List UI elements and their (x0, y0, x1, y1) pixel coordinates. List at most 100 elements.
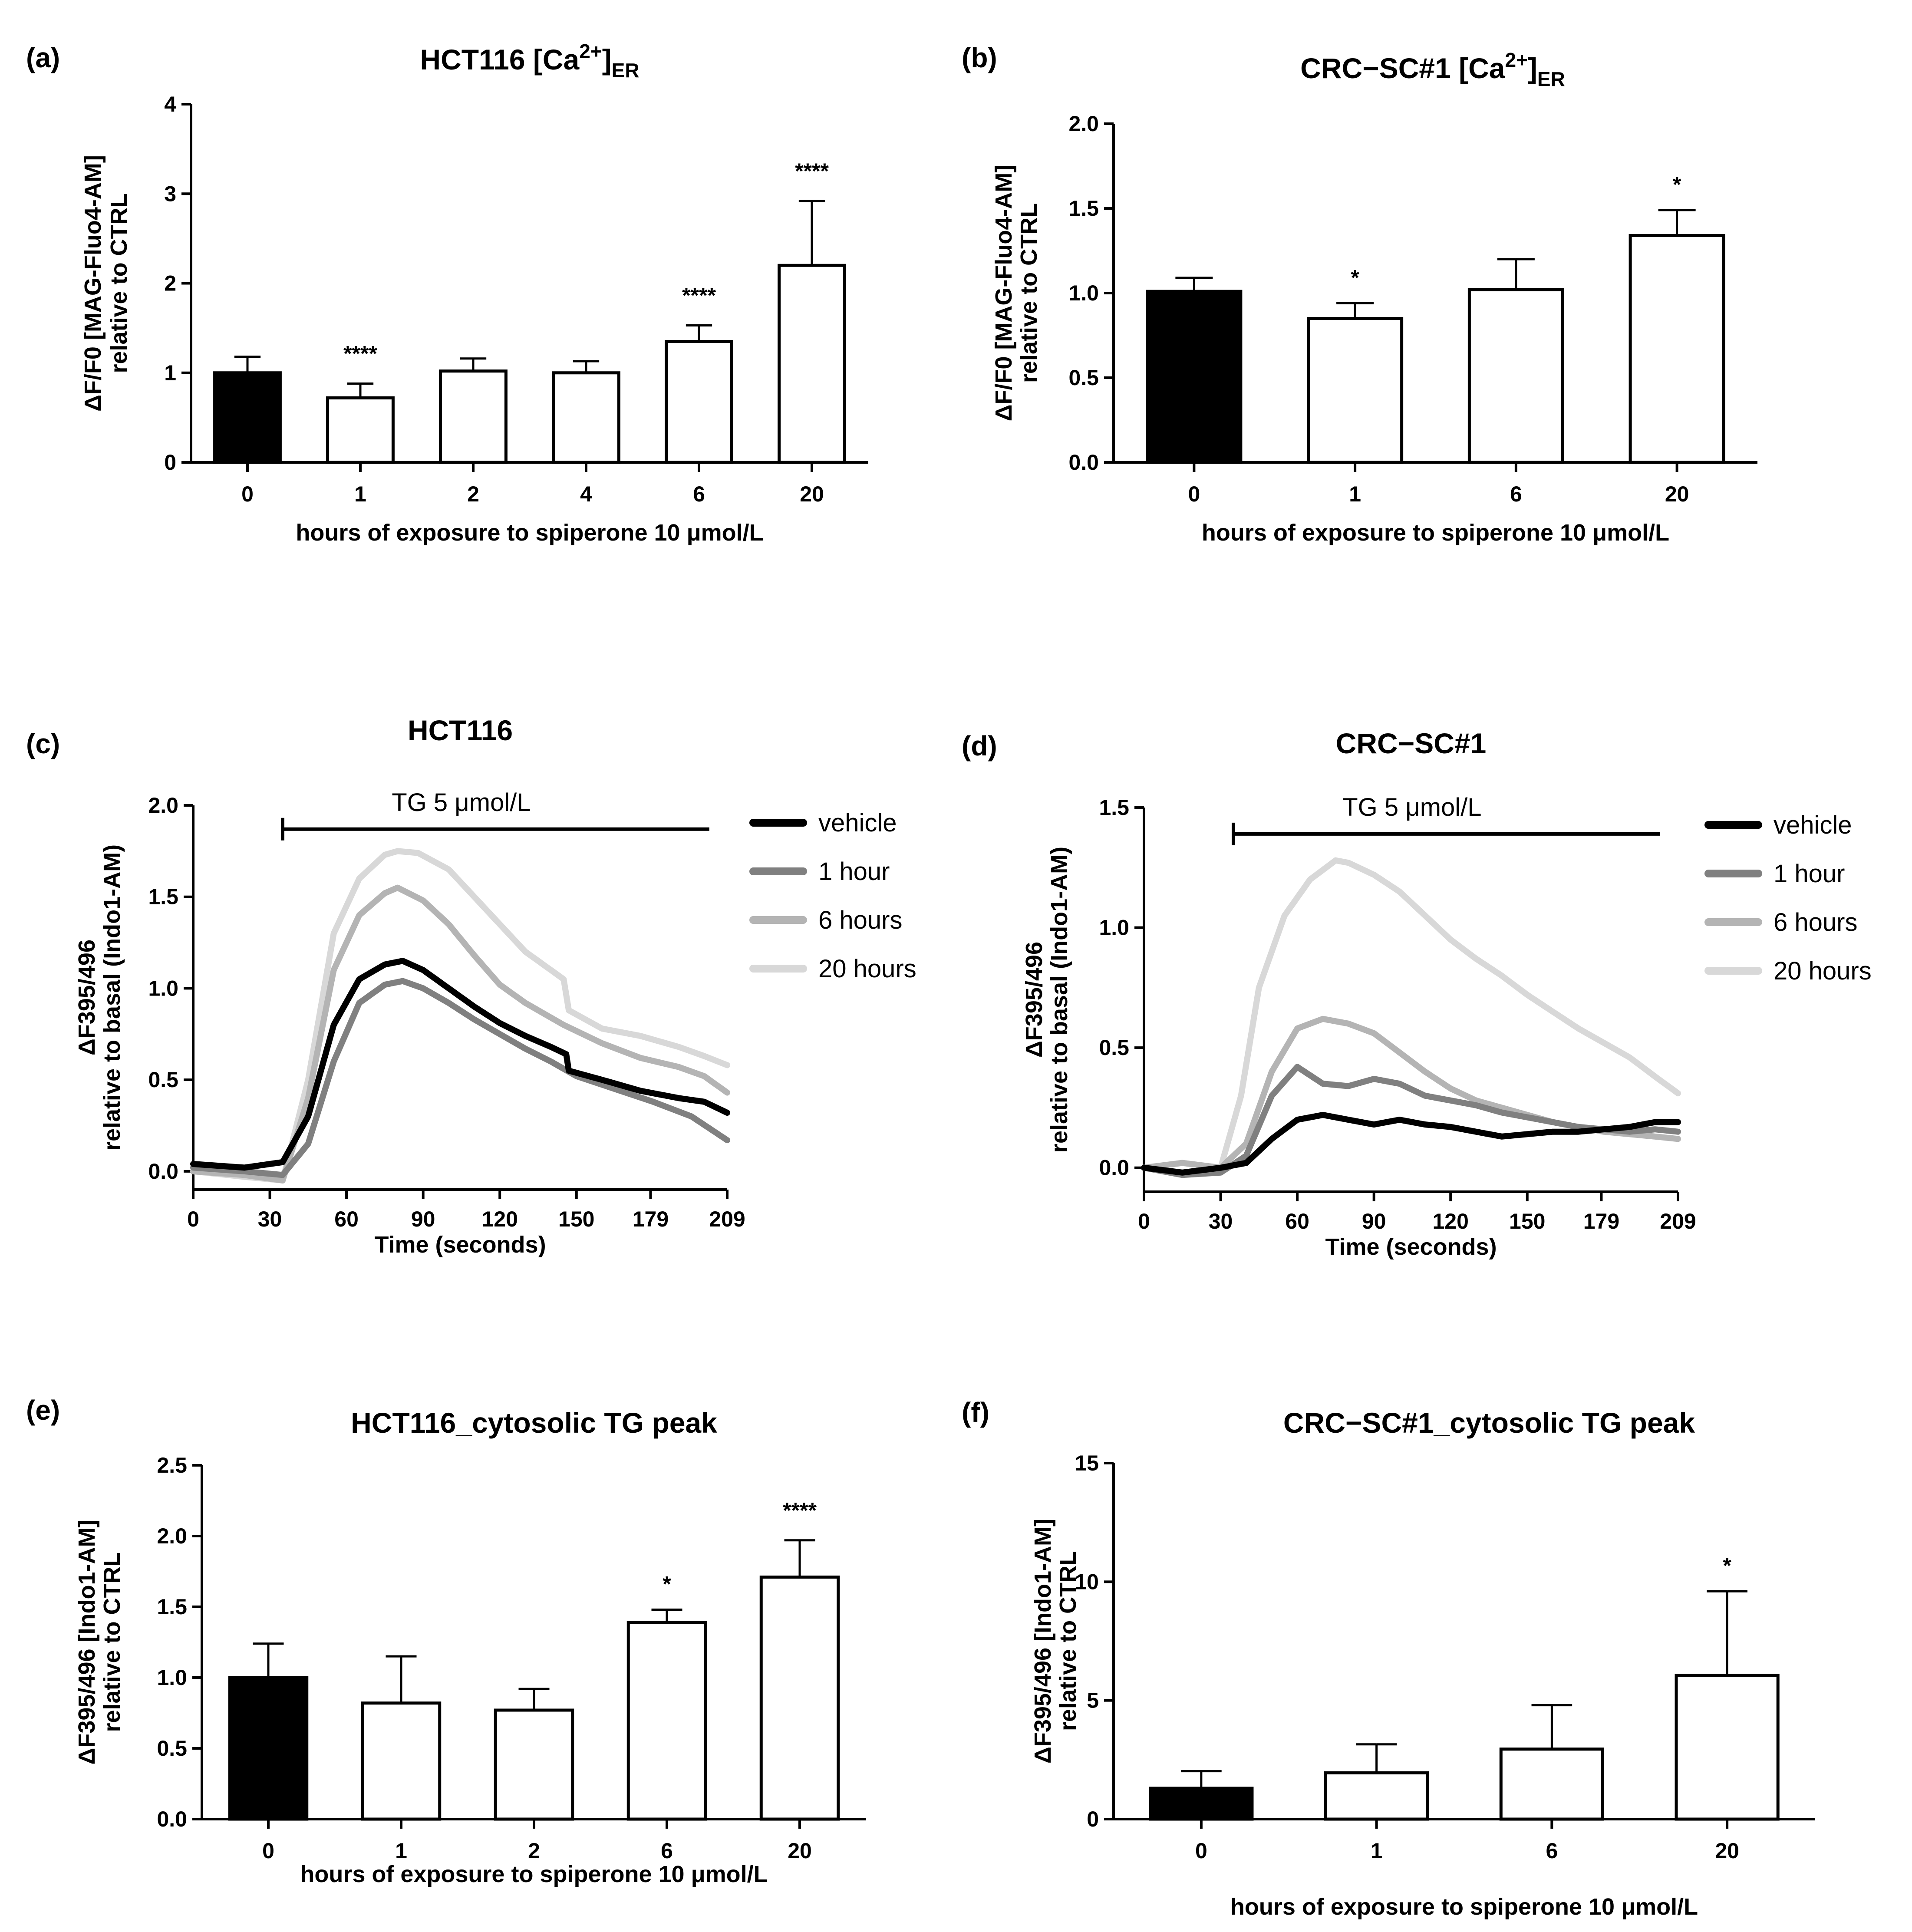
bar (665, 340, 733, 464)
panel-e: HCT116_cytosolic TG peak (e) 0.0 0.5 1.0 1.5 2… (26, 1395, 866, 1887)
significance-label: * (663, 1572, 671, 1596)
panel-letter: (e) (26, 1395, 60, 1426)
panel-d: CRC−SC#1 (d) 0.0 0.5 1.0 1.5 ΔF395/496relative… (962, 727, 1872, 1260)
series-line (1141, 1112, 1681, 1176)
x-tick-label: 179 (1583, 1209, 1619, 1233)
bar (439, 369, 508, 464)
y-axis-label: relative to CTRL (1055, 1551, 1081, 1731)
x-tick-label: 0 (1138, 1209, 1150, 1233)
bar (326, 396, 395, 464)
y-axis-label: ΔF/F0 [MAG-Fluo4-AM] (991, 165, 1017, 422)
y-axis-label: ΔF/F0 [MAG-Fluo4-AM] (80, 155, 106, 412)
panel-a: HCT116 [Ca2+]ER (a) 0 1 2 3 4 ΔF/F0 [MAG-Fluo4-… (26, 40, 868, 546)
y-axis-label: ΔF395/496 (74, 940, 100, 1055)
bar (552, 371, 620, 464)
bar (213, 371, 282, 464)
panel-title: HCT116 [Ca2+]ER (420, 40, 639, 82)
panel-letter: (c) (26, 728, 60, 759)
y-tick-label: 0 (164, 450, 176, 475)
x-tick-label: 60 (334, 1207, 359, 1231)
legend-label: 6 hours (818, 906, 902, 934)
x-tick-label: 30 (1209, 1209, 1233, 1233)
panel-c: HCT116 (c) 0.0 0.5 1.0 1.5 2.0 ΔF395/496relativ… (26, 714, 916, 1258)
x-tick-label: 120 (482, 1207, 518, 1231)
panel-f: CRC−SC#1_cytosolic TG peak(f)051015ΔF395… (962, 1397, 1815, 1920)
y-axis-label: relative to CTRL (1016, 203, 1042, 383)
y-tick-label: 4 (164, 92, 176, 116)
series-line (190, 958, 730, 1171)
y-axis-label: ΔF395/496 [Indo1-AM] (1030, 1519, 1056, 1764)
annotation-label: TG 5 μmol/L (1342, 793, 1481, 821)
y-tick-label: 1.5 (1099, 795, 1129, 820)
bar (1146, 290, 1243, 464)
x-tick-label: 2 (467, 482, 479, 506)
y-tick-label: 1.0 (1068, 281, 1099, 305)
panel-letter: (f) (962, 1397, 989, 1428)
y-tick-label: 1 (164, 361, 176, 385)
x-axis-label: Time (seconds) (1325, 1234, 1497, 1260)
panel-title-post: ] (1528, 52, 1537, 84)
panel-b: CRC−SC#1 [Ca2+]ER (b) 0.0 0.5 1.0 1.5 2.0 ΔF/F0… (962, 42, 1757, 546)
legend-label: 1 hour (818, 857, 890, 886)
x-tick-label: 0 (1195, 1839, 1207, 1863)
panel-title: CRC−SC#1_cytosolic TG peak (1283, 1407, 1695, 1439)
x-tick-label: 0 (1188, 482, 1200, 506)
bar (361, 1701, 442, 1821)
y-tick-label: 2.0 (1068, 112, 1099, 136)
x-axis-label: Time (seconds) (374, 1232, 546, 1258)
x-tick-label: 20 (800, 482, 824, 506)
x-tick-label: 1 (1371, 1839, 1383, 1863)
x-tick-label: 0 (241, 482, 254, 506)
y-tick-label: 3 (164, 181, 176, 206)
y-axis-label: ΔF395/496 [Indo1-AM] (74, 1520, 100, 1765)
panel-letter: (a) (26, 42, 60, 73)
y-axis-label: relative to CTRL (99, 1552, 125, 1732)
legend-label: vehicle (818, 809, 897, 837)
panel-title-main: HCT116_cytosolic TG peak (351, 1407, 717, 1439)
y-tick-label: 0.0 (157, 1807, 187, 1831)
panel-letter: (b) (962, 42, 997, 73)
significance-label: **** (795, 159, 829, 183)
y-tick-label: 0.5 (1099, 1035, 1129, 1060)
bar (1675, 1674, 1780, 1821)
y-tick-label: 2.0 (157, 1524, 187, 1548)
bar (494, 1708, 574, 1821)
x-tick-label: 150 (558, 1207, 594, 1231)
panel-title: CRC−SC#1 [Ca2+]ER (1300, 49, 1565, 90)
significance-label: * (1351, 265, 1359, 290)
bar (228, 1676, 309, 1821)
significance-label: **** (343, 342, 377, 366)
bar (1628, 234, 1725, 464)
y-axis-label: relative to basal (Indo1-AM) (1046, 847, 1072, 1153)
x-tick-label: 90 (411, 1207, 435, 1231)
panel-title-main: CRC−SC#1_cytosolic TG peak (1283, 1407, 1695, 1439)
x-tick-label: 6 (1546, 1839, 1558, 1863)
series-line (190, 884, 730, 1184)
legend-label: 6 hours (1774, 908, 1857, 936)
x-tick-label: 179 (633, 1207, 669, 1231)
bar (759, 1576, 840, 1821)
y-tick-label: 2 (164, 271, 176, 296)
y-tick-label: 0.0 (1068, 450, 1099, 475)
x-tick-label: 20 (788, 1839, 812, 1863)
x-axis-label: hours of exposure to spiperone 10 μmol/L (1230, 1894, 1698, 1920)
series-line (190, 978, 730, 1178)
y-tick-label: 1.5 (157, 1595, 187, 1619)
panel-title-main: CRC−SC#1 [Ca (1300, 52, 1506, 84)
y-axis-label: relative to basal (Indo1-AM) (99, 844, 125, 1151)
y-tick-label: 2.0 (148, 793, 178, 818)
panel-title-main: HCT116 [Ca (420, 43, 580, 76)
panel-letter: (d) (962, 730, 997, 762)
x-tick-label: 120 (1433, 1209, 1469, 1233)
y-tick-label: 0 (1087, 1807, 1099, 1831)
y-axis-label: relative to CTRL (106, 193, 132, 373)
x-tick-label: 209 (1660, 1209, 1696, 1233)
y-tick-label: 10 (1075, 1569, 1099, 1594)
x-tick-label: 150 (1509, 1209, 1545, 1233)
y-tick-label: 15 (1075, 1451, 1099, 1475)
x-tick-label: 6 (661, 1839, 673, 1863)
y-tick-label: 0.0 (148, 1159, 178, 1184)
x-tick-label: 60 (1285, 1209, 1309, 1233)
x-tick-label: 20 (1665, 482, 1689, 506)
